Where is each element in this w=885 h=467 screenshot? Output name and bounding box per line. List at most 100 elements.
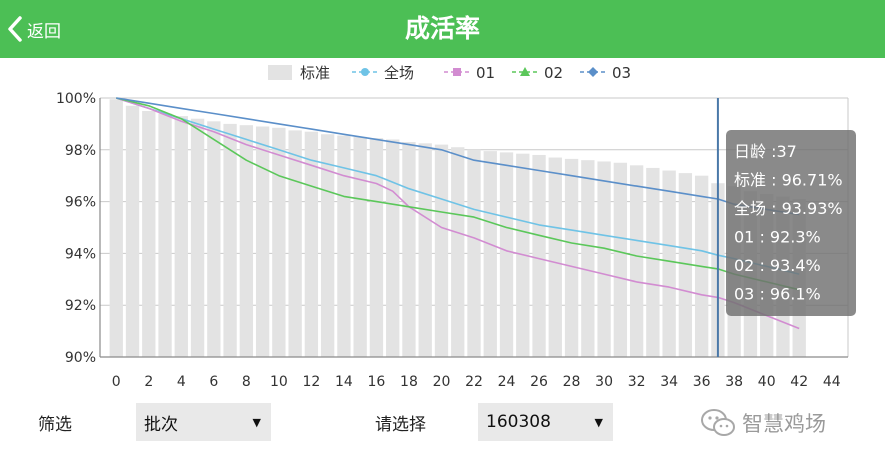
x-tick-label: 8 — [242, 374, 251, 390]
x-tick-label: 26 — [530, 374, 548, 390]
y-tick-label: 98% — [65, 143, 96, 159]
standard-bar — [109, 99, 123, 358]
standard-bar — [158, 113, 172, 357]
legend-marker-01 — [453, 68, 461, 76]
x-tick-label: 14 — [335, 374, 353, 390]
x-tick-label: 0 — [112, 374, 121, 390]
standard-bar — [434, 144, 449, 357]
standard-bar — [581, 160, 595, 357]
x-tick-label: 6 — [209, 374, 218, 390]
standard-bar — [548, 157, 562, 357]
legend-marker-全场 — [361, 68, 369, 76]
standard-bar — [629, 165, 644, 357]
x-tick-label: 4 — [177, 374, 186, 390]
watermark-text: 智慧鸡场 — [742, 412, 826, 436]
standard-bar — [678, 173, 693, 357]
standard-bar — [207, 121, 221, 357]
page-title: 成活率 — [404, 14, 480, 43]
legend-marker-02 — [520, 67, 530, 76]
dropdown-arrow-icon: ▼ — [594, 415, 603, 429]
tooltip-line: 标准 : 96.71% — [734, 171, 843, 190]
legend-label-01: 01 — [476, 64, 495, 82]
standard-bar — [272, 127, 286, 357]
tooltip-box — [726, 130, 856, 316]
x-tick-label: 2 — [144, 374, 153, 390]
x-tick-label: 22 — [465, 374, 483, 390]
x-tick-label: 20 — [433, 374, 451, 390]
x-tick-label: 30 — [595, 374, 613, 390]
chart-tooltip: 日龄 :37 标准 : 96.71% 全场 : 93.93% 01 : 92.3% 02… — [726, 130, 856, 316]
batch-number-value: 160308 — [486, 412, 551, 432]
standard-bar — [662, 170, 676, 357]
batch-select-value: 批次 — [144, 414, 178, 435]
series-lines — [116, 97, 800, 330]
chart-legend: 标准 全场 01 02 03 — [268, 64, 631, 82]
standard-bar — [190, 118, 205, 357]
standard-bar — [564, 158, 579, 357]
x-tick-label: 42 — [790, 374, 808, 390]
standard-bar — [288, 130, 302, 357]
legend-marker-03 — [588, 67, 598, 77]
standard-bar — [451, 147, 465, 357]
series-line-02 — [116, 97, 800, 291]
wechat-icon — [701, 409, 735, 436]
batch-select[interactable]: 批次 ▼ — [136, 403, 271, 441]
standard-bar — [483, 151, 497, 357]
x-tick-label: 44 — [823, 374, 841, 390]
standard-bar — [467, 149, 481, 357]
series-line-全场 — [116, 97, 800, 275]
standard-bar — [174, 116, 188, 357]
legend-label-02: 02 — [544, 64, 563, 82]
tooltip-line: 03 : 96.1% — [734, 285, 821, 304]
chart-axes: 90%92%94%96%98%100%0 2 4 6 8 10 12 14 16 18 20 22 24… — [56, 91, 848, 390]
x-tick-label: 10 — [270, 374, 288, 390]
x-tick-label: 18 — [400, 374, 418, 390]
standard-bar — [499, 152, 514, 357]
standard-bar — [418, 143, 432, 357]
back-button[interactable]: 返回 — [6, 14, 61, 44]
y-tick-label: 96% — [65, 195, 96, 211]
x-tick-label: 12 — [302, 374, 320, 390]
x-tick-label: 16 — [368, 374, 386, 390]
legend-swatch-standard — [268, 65, 292, 80]
survival-rate-chart: 标准 全场 01 02 03 90%92%94%96%98%100%0 2 4 6 8 10 12 1… — [56, 64, 856, 390]
standard-bars — [109, 99, 806, 358]
y-tick-label: 92% — [65, 298, 96, 314]
standard-bar — [125, 105, 140, 357]
standard-bar — [402, 142, 416, 357]
x-tick-label: 32 — [628, 374, 646, 390]
watermark: 智慧鸡场 — [700, 408, 826, 438]
standard-bar — [386, 139, 400, 357]
standard-bar — [369, 138, 384, 357]
choose-label: 请选择 — [375, 415, 426, 435]
standard-bar — [142, 110, 156, 357]
x-tick-label: 28 — [563, 374, 581, 390]
x-tick-label: 34 — [660, 374, 678, 390]
top-bar: 返回 成活率 — [0, 0, 885, 58]
standard-bar — [646, 167, 660, 357]
series-line-03 — [116, 97, 800, 216]
x-tick-label: 38 — [725, 374, 743, 390]
standard-bar — [304, 131, 319, 357]
back-label: 返回 — [27, 21, 61, 42]
tooltip-line: 日龄 :37 — [734, 142, 797, 161]
standard-bar — [223, 123, 237, 358]
legend-label-standard: 标准 — [300, 64, 330, 82]
filter-label: 筛选 — [38, 415, 72, 435]
standard-bar — [239, 125, 254, 357]
standard-bar — [613, 162, 628, 357]
y-tick-label: 100% — [56, 91, 96, 107]
x-tick-label: 40 — [758, 374, 776, 390]
standard-bar — [320, 134, 335, 357]
batch-number-select[interactable]: 160308 ▼ — [478, 403, 613, 441]
legend-label-全场: 全场 — [384, 64, 414, 82]
tooltip-line: 02 : 93.4% — [734, 256, 821, 275]
chevron-left-icon — [8, 16, 22, 42]
x-tick-label: 24 — [498, 374, 516, 390]
y-tick-label: 90% — [65, 350, 96, 366]
standard-bar — [255, 126, 270, 358]
standard-bar — [337, 135, 351, 357]
x-tick-label: 36 — [693, 374, 711, 390]
y-tick-label: 94% — [65, 246, 96, 262]
tooltip-line: 01 : 92.3% — [734, 228, 821, 247]
